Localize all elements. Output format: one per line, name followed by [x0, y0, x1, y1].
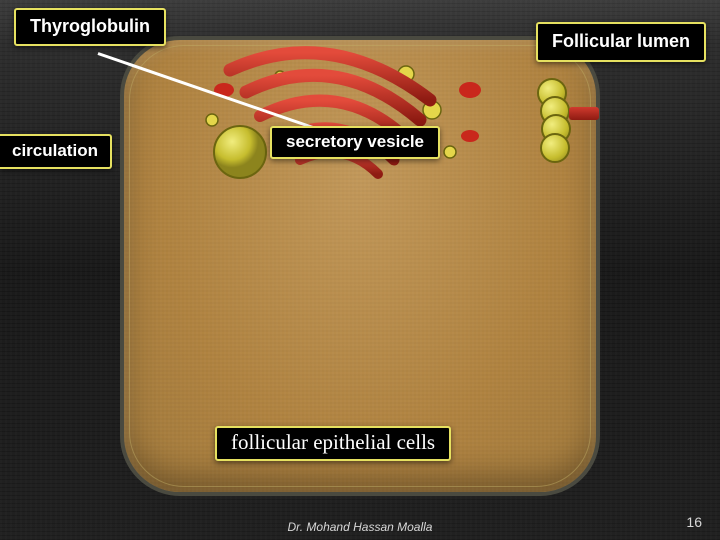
footer-author: Dr. Mohand Hassan Moalla: [0, 520, 720, 534]
label-follicular-lumen: Follicular lumen: [536, 22, 706, 62]
label-circulation: circulation: [0, 134, 112, 169]
vesicle-pill-icon: [540, 133, 570, 163]
page-number: 16: [686, 514, 702, 530]
label-follicular-epithelial-cells: follicular epithelial cells: [215, 426, 451, 461]
label-secretory-vesicle: secretory vesicle: [270, 126, 440, 159]
label-thyroglobulin: Thyroglobulin: [14, 8, 166, 46]
capillary-bar-icon: [569, 107, 599, 120]
